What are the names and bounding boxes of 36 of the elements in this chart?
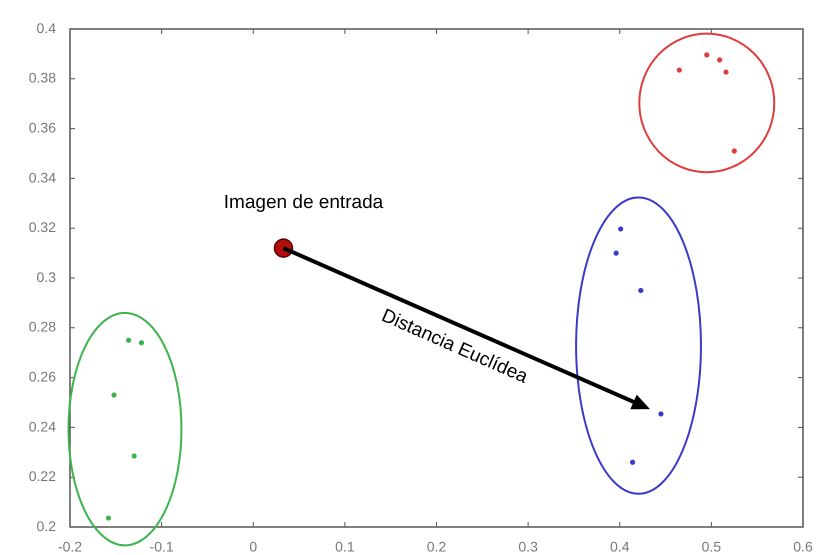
x-tick-label: 0.3 [518,538,538,554]
y-tick-label: 0.22 [28,468,56,484]
y-tick-label: 0.24 [28,418,56,434]
point [126,338,132,343]
y-tick-label: 0.26 [28,368,56,384]
y-tick-label: 0.36 [28,119,56,136]
y-tick-label: 0.28 [28,318,56,335]
x-tick-label: 0 [249,538,258,554]
point [106,515,112,521]
y-tick-label: 0.34 [28,169,56,186]
point [630,460,636,465]
x-tick-label: 0.1 [335,538,355,554]
point [723,69,729,75]
point [613,250,619,256]
point [676,67,682,73]
point [138,340,144,346]
x-tick-label: 0.6 [793,538,813,554]
y-tick-label: 0.4 [36,20,56,36]
y-tick-label: 0.2 [36,518,56,534]
point [658,411,664,417]
x-tick-label: 0.4 [610,538,630,554]
x-tick-label: -0.2 [58,538,82,554]
point [638,288,644,294]
point [132,453,137,459]
x-tick-label: -0.1 [150,538,174,554]
point [111,392,117,398]
x-tick-label: 0.2 [426,538,446,554]
annotation: Imagen de entrada [224,192,384,214]
point [704,52,710,58]
y-tick-label: 0.38 [28,70,56,86]
y-tick-label: 0.32 [28,219,56,236]
y-tick-label: 0.3 [36,268,56,285]
x-tick-label: 0.5 [702,538,722,554]
point [732,148,737,154]
point [618,226,624,232]
point [717,57,722,62]
